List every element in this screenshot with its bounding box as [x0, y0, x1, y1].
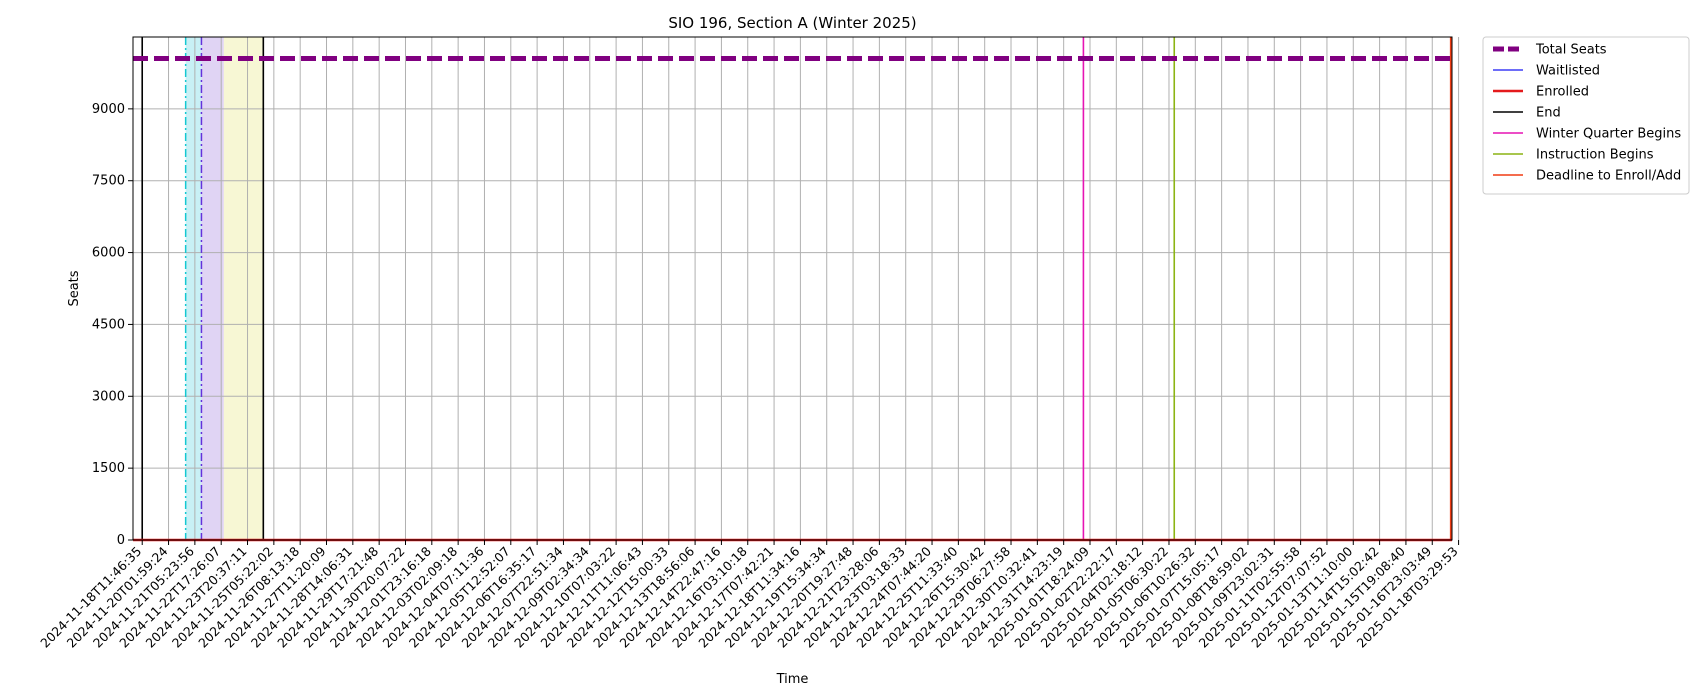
y-tick-label: 0 [117, 533, 125, 548]
shaded-regions [185, 37, 264, 540]
plot-frame [132, 36, 1453, 541]
chart-title: SIO 196, Section A (Winter 2025) [668, 14, 916, 32]
y-ticks: 0 1500 3000 4500 6000 7500 9000 [92, 102, 133, 548]
y-tick-label: 7500 [92, 174, 125, 189]
shaded-region [185, 37, 202, 540]
y-tick-label: 6000 [92, 246, 125, 261]
legend-label: Winter Quarter Begins [1536, 127, 1681, 142]
legend-label: End [1536, 106, 1561, 121]
legend: Total Seats Waitlisted Enrolled End Winter Q… [1482, 36, 1690, 195]
legend-label: Instruction Begins [1536, 148, 1654, 163]
shaded-region [223, 37, 264, 540]
legend-box [1482, 36, 1690, 195]
x-ticks: 2024-11-18T11:46:352024-11-20T01:59:2420… [37, 540, 1461, 651]
legend-label: Waitlisted [1536, 64, 1600, 79]
legend-label: Total Seats [1535, 43, 1607, 58]
y-tick-label: 9000 [92, 102, 125, 117]
shaded-region [201, 37, 224, 540]
legend-label: Deadline to Enroll/Add [1536, 169, 1681, 184]
vertical-markers [141, 37, 1452, 540]
legend-label: Enrolled [1536, 85, 1589, 100]
y-tick-label: 1500 [92, 461, 125, 476]
y-tick-label: 3000 [92, 389, 125, 404]
grid-lines [133, 37, 1460, 541]
x-axis-label: Time [776, 672, 809, 687]
y-tick-label: 4500 [92, 317, 125, 332]
y-axis-label: Seats [67, 270, 82, 306]
